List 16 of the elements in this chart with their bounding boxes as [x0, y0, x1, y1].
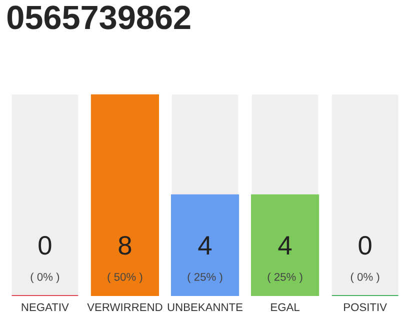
annotation: ( 25% )	[188, 272, 222, 284]
x-tick-label: UNBEKANNTE	[168, 303, 242, 312]
x-tick-label: POSITIV	[344, 303, 387, 312]
data-label: 4	[198, 236, 212, 254]
data-label: 4	[278, 236, 292, 254]
annotation: ( 50% )	[108, 272, 142, 284]
data-label: 8	[118, 236, 132, 255]
data-label: 0	[358, 236, 372, 255]
x-tick-label: VERWIRREND	[87, 303, 162, 311]
x-tick-label: NEGATIV	[22, 303, 69, 312]
annotation: ( 0% )	[350, 272, 380, 284]
chart-title: 0565739862	[7, 6, 190, 30]
x-tick-label: EGAL	[271, 303, 300, 312]
annotation: ( 25% )	[268, 272, 302, 284]
annotation: ( 0% )	[30, 272, 60, 284]
data-label: 0	[38, 236, 52, 255]
